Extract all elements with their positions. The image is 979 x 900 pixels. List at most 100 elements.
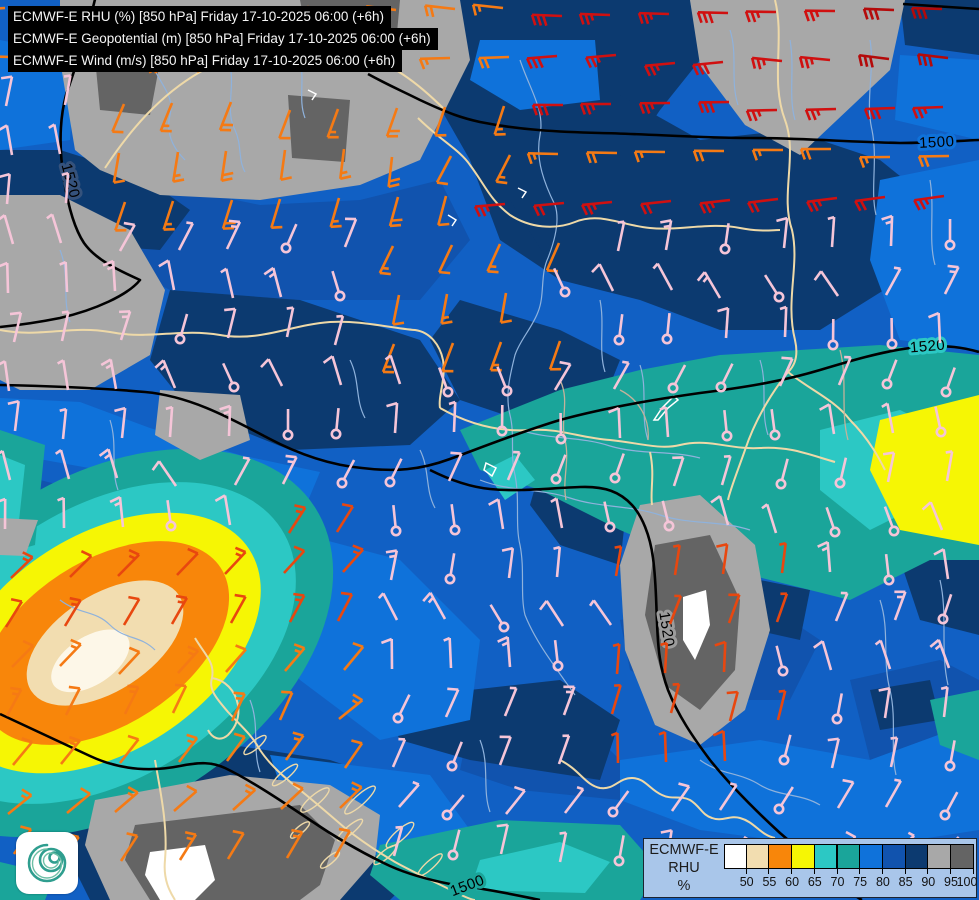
legend-tick [972, 869, 974, 874]
wind-barb [418, 56, 451, 70]
wind-barb [220, 267, 235, 299]
wind-barb [643, 61, 676, 77]
wind-barb [48, 123, 62, 155]
wind-barb [928, 311, 942, 344]
wind-barb [884, 266, 902, 296]
wind-barb [118, 646, 141, 675]
wind-barb [285, 306, 295, 338]
wind-barb [910, 6, 943, 20]
wind-barb [580, 200, 613, 216]
wind-barb [220, 150, 234, 182]
wind-barb [270, 198, 283, 230]
wind-barb [714, 640, 727, 673]
wind-barb [109, 495, 125, 528]
wind-barb [553, 360, 572, 391]
wind-barb [438, 244, 454, 275]
wind-barb [59, 638, 82, 667]
wind-barb [718, 782, 738, 811]
wind-barb [933, 548, 950, 580]
wind-barb [934, 406, 947, 438]
title-rhu-line: ECMWF-E RHU (%) [850 hPa] Friday 17-10-2… [8, 6, 392, 28]
wind-barb [60, 310, 70, 342]
wind-barb [834, 457, 848, 489]
wind-barb [591, 263, 615, 292]
wind-barb [578, 12, 611, 25]
wind-barb [114, 201, 127, 232]
legend-tick [927, 869, 929, 874]
wind-barb [803, 9, 836, 22]
wind-barb [117, 548, 141, 577]
wind-barb [691, 60, 724, 76]
wind-barb [177, 221, 194, 251]
wind-barb [608, 406, 622, 439]
wind-barb [558, 831, 568, 863]
legend-tick [881, 869, 883, 874]
wind-barb [751, 148, 784, 161]
wind-barb [633, 150, 666, 163]
wind-barb [827, 215, 836, 248]
wind-barb [441, 342, 455, 373]
wind-barb [499, 292, 512, 324]
wind-barb [225, 732, 246, 762]
wind-barb [219, 404, 232, 437]
legend-tick [836, 869, 838, 874]
legend-tick [791, 869, 793, 874]
wind-barb [388, 196, 403, 228]
wind-barb [226, 829, 245, 860]
wind-barb [672, 544, 681, 576]
wind-barb [283, 545, 306, 574]
wind-barb [916, 53, 949, 67]
wind-barb [878, 687, 891, 719]
wind-barb [506, 450, 521, 481]
wind-barb [285, 828, 304, 859]
legend-color-cell [881, 844, 906, 869]
wind-barb [496, 404, 508, 437]
wind-barb [336, 591, 354, 622]
wind-barb [443, 636, 453, 669]
wind-barb [322, 355, 343, 386]
wind-barb [471, 3, 504, 16]
title-geopotential-line: ECMWF-E Geopotential (m) [850 hPa] Frida… [8, 28, 438, 50]
wind-barb [699, 198, 731, 214]
wind-barb [550, 454, 567, 485]
wind-barb [338, 693, 364, 721]
wind-barb [0, 172, 11, 205]
wind-barb [763, 274, 785, 303]
wind-barb [806, 196, 838, 213]
wind-barb [917, 154, 950, 168]
wind-barb [538, 600, 565, 627]
lakes-layer [307, 89, 680, 478]
wind-barb [343, 739, 364, 769]
wind-barb [46, 213, 63, 244]
wind-barb [114, 785, 139, 813]
legend-color-cell [836, 844, 861, 869]
wind-barb [158, 259, 176, 291]
wind-barb [854, 195, 886, 212]
wind-barb [775, 458, 789, 490]
wind-barb [280, 782, 304, 810]
wind-barb [63, 596, 82, 627]
wind-barb [119, 310, 132, 341]
wind-barb [278, 690, 294, 721]
wind-barb [224, 307, 237, 339]
wind-barb [221, 362, 240, 393]
wind-barb [526, 152, 559, 165]
legend-color-scale: 50 55 60 65 70 75 80 85 90 95 100 [724, 844, 977, 894]
wind-barb [441, 794, 465, 821]
wind-barb [434, 106, 447, 137]
wind-barb [913, 194, 945, 211]
wind-barb [610, 683, 622, 715]
wind-barb [836, 778, 855, 809]
wind-barb [449, 504, 461, 536]
wind-barb [232, 783, 257, 811]
wind-barb [342, 641, 365, 671]
wind-barb [893, 590, 907, 621]
wind-barb [447, 451, 463, 482]
wind-barb [390, 505, 402, 537]
wind-barb [111, 103, 126, 134]
legend-tick-label: 60 [785, 875, 800, 889]
legend-title: ECMWF-E RHU % [644, 841, 724, 895]
wind-barb [59, 260, 69, 293]
wind-barb [921, 501, 944, 531]
